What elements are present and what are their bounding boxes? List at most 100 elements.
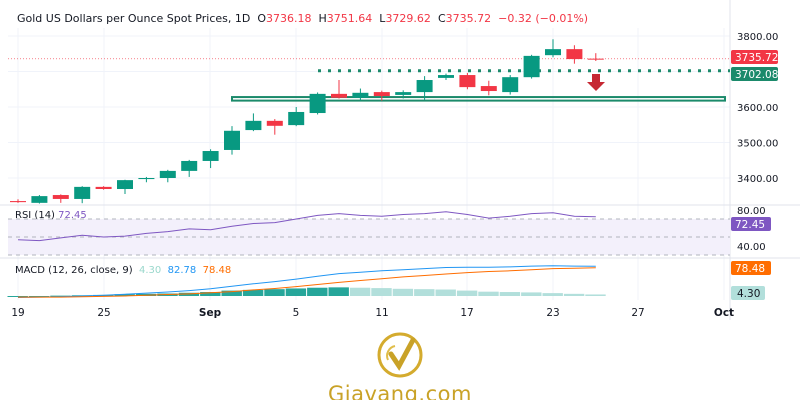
macd-histogram-bar (392, 288, 414, 296)
rsi-value-badge (731, 217, 771, 231)
macd-histogram-bar (285, 288, 307, 296)
macd-histogram-bar (478, 291, 499, 296)
macd-legend: MACD (12, 26, close, 9) 4.30 82.78 78.48 (15, 265, 231, 276)
y-tick-label: 3500.00 (737, 139, 778, 150)
macd-histogram-bar (178, 292, 200, 296)
rsi-label: RSI (14) (15, 210, 55, 221)
candle-body (74, 186, 91, 199)
candle-body (266, 120, 283, 126)
macd-hist-badge (731, 286, 765, 300)
change-value: −0.32 (−0.01%) (498, 12, 589, 25)
giavang-logo: Giavang.com (320, 330, 480, 400)
candle-body (288, 111, 305, 126)
macd-histogram-bar (414, 289, 435, 296)
candle-body (416, 80, 433, 93)
close-value: 3735.72 (445, 12, 492, 25)
candle-body (502, 77, 519, 93)
candle-body (159, 170, 176, 178)
candle-body (245, 120, 262, 131)
support-price-label: 3702.08 (735, 69, 778, 81)
macd-histogram-bar (200, 292, 221, 296)
macd-histogram-bar (521, 292, 542, 296)
macd-line-value: 82.78 (167, 265, 197, 276)
macd-histogram-bar (328, 287, 349, 296)
x-tick-label: 17 (460, 307, 473, 319)
support-price-badge (731, 67, 778, 81)
rsi-line (17, 211, 596, 242)
candle-body (566, 49, 583, 60)
candle-body (31, 196, 48, 203)
macd-histogram-bar (371, 288, 392, 296)
macd-histogram-bar (542, 293, 563, 296)
x-tick-label: Sep (199, 307, 222, 319)
rsi-legend: RSI (14) 72.45 (15, 210, 87, 221)
open-label: O (257, 12, 267, 25)
high-value: 3751.64 (326, 12, 373, 25)
x-tick-label: 19 (11, 307, 24, 319)
candle-body (587, 58, 604, 60)
macd-histogram-bar (456, 290, 478, 296)
candle-body (95, 186, 112, 190)
y-tick-label: 3800.00 (737, 32, 778, 43)
low-label: L (379, 12, 386, 25)
down-arrow-icon (587, 74, 605, 91)
high-label: H (318, 12, 327, 25)
x-tick-label: 27 (631, 307, 644, 319)
x-tick-label: 25 (97, 307, 110, 319)
candle-body (395, 92, 412, 95)
candle-body (459, 75, 476, 88)
last-price-label: 3735.72 (735, 52, 778, 64)
macd-histogram-bar (114, 294, 135, 296)
rsi-tick-label: 40.00 (737, 242, 766, 253)
candle-body (117, 180, 133, 190)
y-tick-label: 3600.00 (737, 103, 778, 114)
logo-check-icon (377, 332, 423, 378)
candle-body (352, 92, 369, 98)
rsi-value: 72.45 (58, 210, 87, 221)
candle-body (331, 93, 347, 98)
candle-body (438, 75, 454, 78)
macd-histogram-bar (307, 287, 328, 296)
macd-histogram-bar (7, 296, 28, 297)
candle-body (373, 92, 390, 96)
candle-body (224, 130, 240, 150)
candle-body (10, 201, 26, 203)
candle-body (202, 151, 219, 161)
rsi-badge-label: 72.45 (735, 219, 765, 231)
macd-hist-value: 4.30 (138, 265, 162, 276)
macd-histogram-bar (563, 293, 585, 296)
macd-hist-badge-label: 4.30 (737, 288, 760, 300)
candle-body (181, 160, 198, 171)
macd-histogram-bar (264, 289, 285, 296)
x-tick-label: Oct (714, 307, 734, 319)
x-tick-label: 23 (546, 307, 559, 319)
close-label: C (437, 12, 446, 25)
macd-histogram-bar (50, 295, 71, 297)
support-zone (231, 96, 726, 102)
macd-histogram-bar (242, 289, 264, 296)
macd-signal-line (18, 267, 596, 298)
macd-signal-badge-label: 78.48 (735, 263, 765, 275)
macd-histogram-bar (349, 287, 371, 296)
low-value: 3729.62 (385, 12, 431, 25)
macd-label: MACD (12, 26, close, 9) (15, 265, 133, 276)
symbol-title: Gold US Dollars per Ounce Spot Prices, 1… (17, 12, 251, 25)
macd-histogram-bar (28, 296, 50, 297)
macd-histogram-bar (221, 290, 242, 296)
x-tick-label: 11 (375, 307, 388, 319)
candle-body (52, 195, 69, 199)
candle-body (138, 178, 155, 180)
candle-body (480, 86, 497, 92)
macd-histogram-bar (435, 289, 456, 296)
last-price-badge (731, 50, 778, 64)
candle-body (523, 55, 540, 78)
macd-histogram-bar (499, 292, 521, 296)
open-value: 3736.18 (266, 12, 312, 25)
x-tick-label: 5 (293, 307, 300, 319)
chart-legend: Gold US Dollars per Ounce Spot Prices, 1… (17, 12, 588, 25)
macd-line (17, 265, 596, 298)
candle-body (545, 49, 561, 56)
macd-signal-value: 78.48 (202, 265, 232, 276)
